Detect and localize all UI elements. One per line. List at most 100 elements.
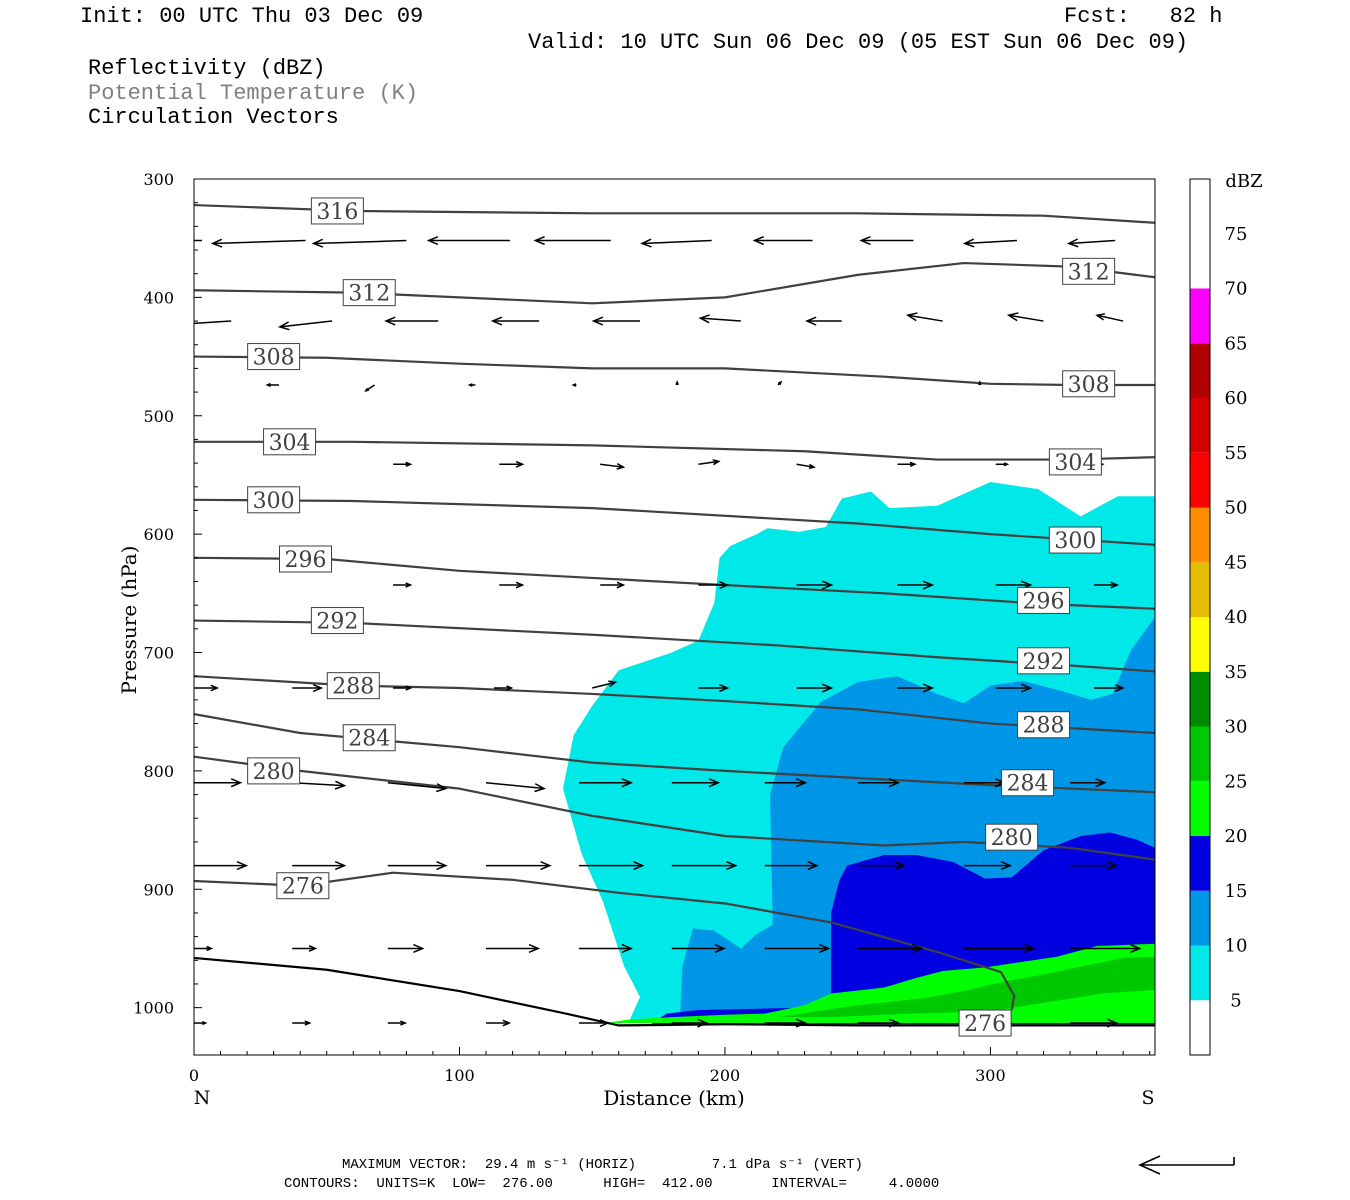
colorbar-level-label: 50 (1225, 498, 1248, 519)
y-axis-label: Pressure (hPa) (117, 546, 141, 695)
colorbar-level-label: 25 (1225, 771, 1248, 792)
circulation-vector (600, 463, 626, 470)
circulation-vector (292, 945, 318, 952)
colorbar-level-label: 30 (1225, 717, 1248, 738)
contour-label-text: 280 (253, 760, 295, 785)
legend-reflectivity: Reflectivity (dBZ) (88, 56, 326, 81)
circulation-vector (292, 1020, 312, 1026)
colorbar-cell (1190, 617, 1210, 672)
circulation-vector (292, 861, 347, 871)
circulation-vector (897, 580, 935, 590)
circulation-vector (592, 680, 618, 689)
circulation-vector (600, 581, 626, 589)
y-tick-label: 500 (143, 407, 174, 426)
circulation-vector (764, 1018, 808, 1028)
valid-time: Valid: 10 UTC Sun 06 Dec 09 (05 EST Sun … (528, 30, 1189, 55)
colorbar-level-label: 5 (1230, 990, 1241, 1011)
colorbar-cell (1190, 343, 1210, 398)
colorbar-level-label: 40 (1225, 607, 1248, 628)
circulation-vector (859, 235, 914, 246)
contour-label-text: 300 (253, 489, 295, 514)
circulation-vector (963, 943, 1036, 954)
circulation-vector (486, 1019, 512, 1027)
colorbar-level-label: 15 (1225, 881, 1248, 902)
circulation-vector (311, 238, 407, 248)
contour-label-280: 280 (985, 823, 1039, 851)
contour-label-text: 288 (332, 675, 374, 700)
contours-note: CONTOURS: UNITS=K LOW= 276.00 HIGH= 412.… (284, 1176, 940, 1192)
circulation-vector (393, 685, 413, 691)
colorbar-cell (1190, 562, 1210, 617)
x-tick-label: 300 (975, 1066, 1006, 1085)
circulation-vector (292, 780, 347, 790)
circulation-vector (571, 383, 577, 387)
colorbar-level-label: 45 (1225, 552, 1248, 573)
contour-label-text: 316 (316, 200, 358, 225)
colorbar-cell (1190, 945, 1210, 1001)
y-tick-label: 400 (143, 288, 174, 307)
x-tick-label: 200 (710, 1066, 741, 1085)
circulation-vector (1095, 313, 1124, 322)
contour-label-text: 284 (1007, 772, 1049, 797)
x-tick-label: 100 (444, 1066, 475, 1085)
circulation-vector (485, 781, 546, 793)
circulation-vector (796, 683, 834, 693)
contour-label-text: 296 (284, 548, 326, 573)
max-vector-note: MAXIMUM VECTOR: 29.4 m s⁻¹ (HORIZ) 7.1 d… (342, 1157, 863, 1173)
contour-label-text: 308 (253, 346, 295, 371)
circulation-vector (905, 312, 943, 322)
circulation-vector (640, 238, 712, 248)
y-tick-label: 600 (143, 525, 174, 544)
y-tick-label: 300 (143, 170, 174, 189)
y-tick-label: 700 (143, 644, 174, 663)
x-left-end-label: N (194, 1087, 211, 1109)
colorbar-cell (1190, 452, 1210, 508)
contour-label-288: 288 (1017, 711, 1071, 739)
circulation-vector (995, 683, 1033, 693)
contour-label-292: 292 (1017, 647, 1071, 675)
circulation-vector (384, 316, 439, 326)
theta-contour-300 (194, 498, 1155, 546)
theta-contour-276 (194, 871, 1016, 1011)
circulation-vector (277, 320, 333, 331)
contour-label-296: 296 (278, 545, 332, 573)
circulation-vector (493, 685, 514, 691)
contour-label-text: 312 (348, 282, 390, 307)
circulation-vector (1070, 778, 1107, 788)
circulation-vector (393, 461, 413, 468)
contour-label-292: 292 (310, 607, 364, 635)
contour-label-308: 308 (247, 343, 301, 371)
contour-label-284: 284 (342, 724, 396, 752)
forecast-hour: Fcst: 82 h (1064, 4, 1223, 29)
contour-label-312: 312 (1062, 257, 1116, 285)
contour-label-text: 300 (1054, 529, 1096, 554)
circulation-vector (857, 1018, 901, 1028)
circulation-vector (698, 459, 721, 466)
colorbar-cell (1190, 726, 1210, 782)
colorbar-level-label: 70 (1225, 279, 1248, 300)
contour-label-text: 276 (964, 1012, 1006, 1037)
legend-circulation-vectors: Circulation Vectors (88, 105, 339, 130)
contour-label-296: 296 (1017, 586, 1071, 614)
circulation-vector (194, 1020, 208, 1026)
circulation-vector (364, 384, 375, 392)
circulation-vector (265, 382, 279, 388)
colorbar-level-label: 10 (1225, 936, 1248, 957)
contour-label-276: 276 (276, 872, 330, 900)
circulation-vector (764, 778, 808, 788)
colorbar-level-label: 20 (1225, 826, 1248, 847)
colorbar-cell (1190, 507, 1210, 563)
contour-label-304: 304 (263, 428, 317, 456)
theta-contour-304 (194, 440, 1155, 461)
circulation-vector (675, 380, 680, 386)
contour-label-312: 312 (342, 279, 396, 307)
contour-label-text: 284 (348, 727, 390, 752)
contour-label-text: 288 (1023, 714, 1065, 739)
circulation-vector (210, 238, 306, 248)
circulation-vector (897, 461, 917, 468)
reflectivity-region-25dbz (778, 956, 1155, 1018)
circulation-vector (292, 683, 324, 693)
theta-contour-296 (194, 556, 1155, 610)
x-axis-label: Distance (km) (603, 1086, 745, 1110)
contour-labels: 316 312 312 308 308 304 304 300 300 296 296 292 292 2… (247, 197, 1116, 1037)
